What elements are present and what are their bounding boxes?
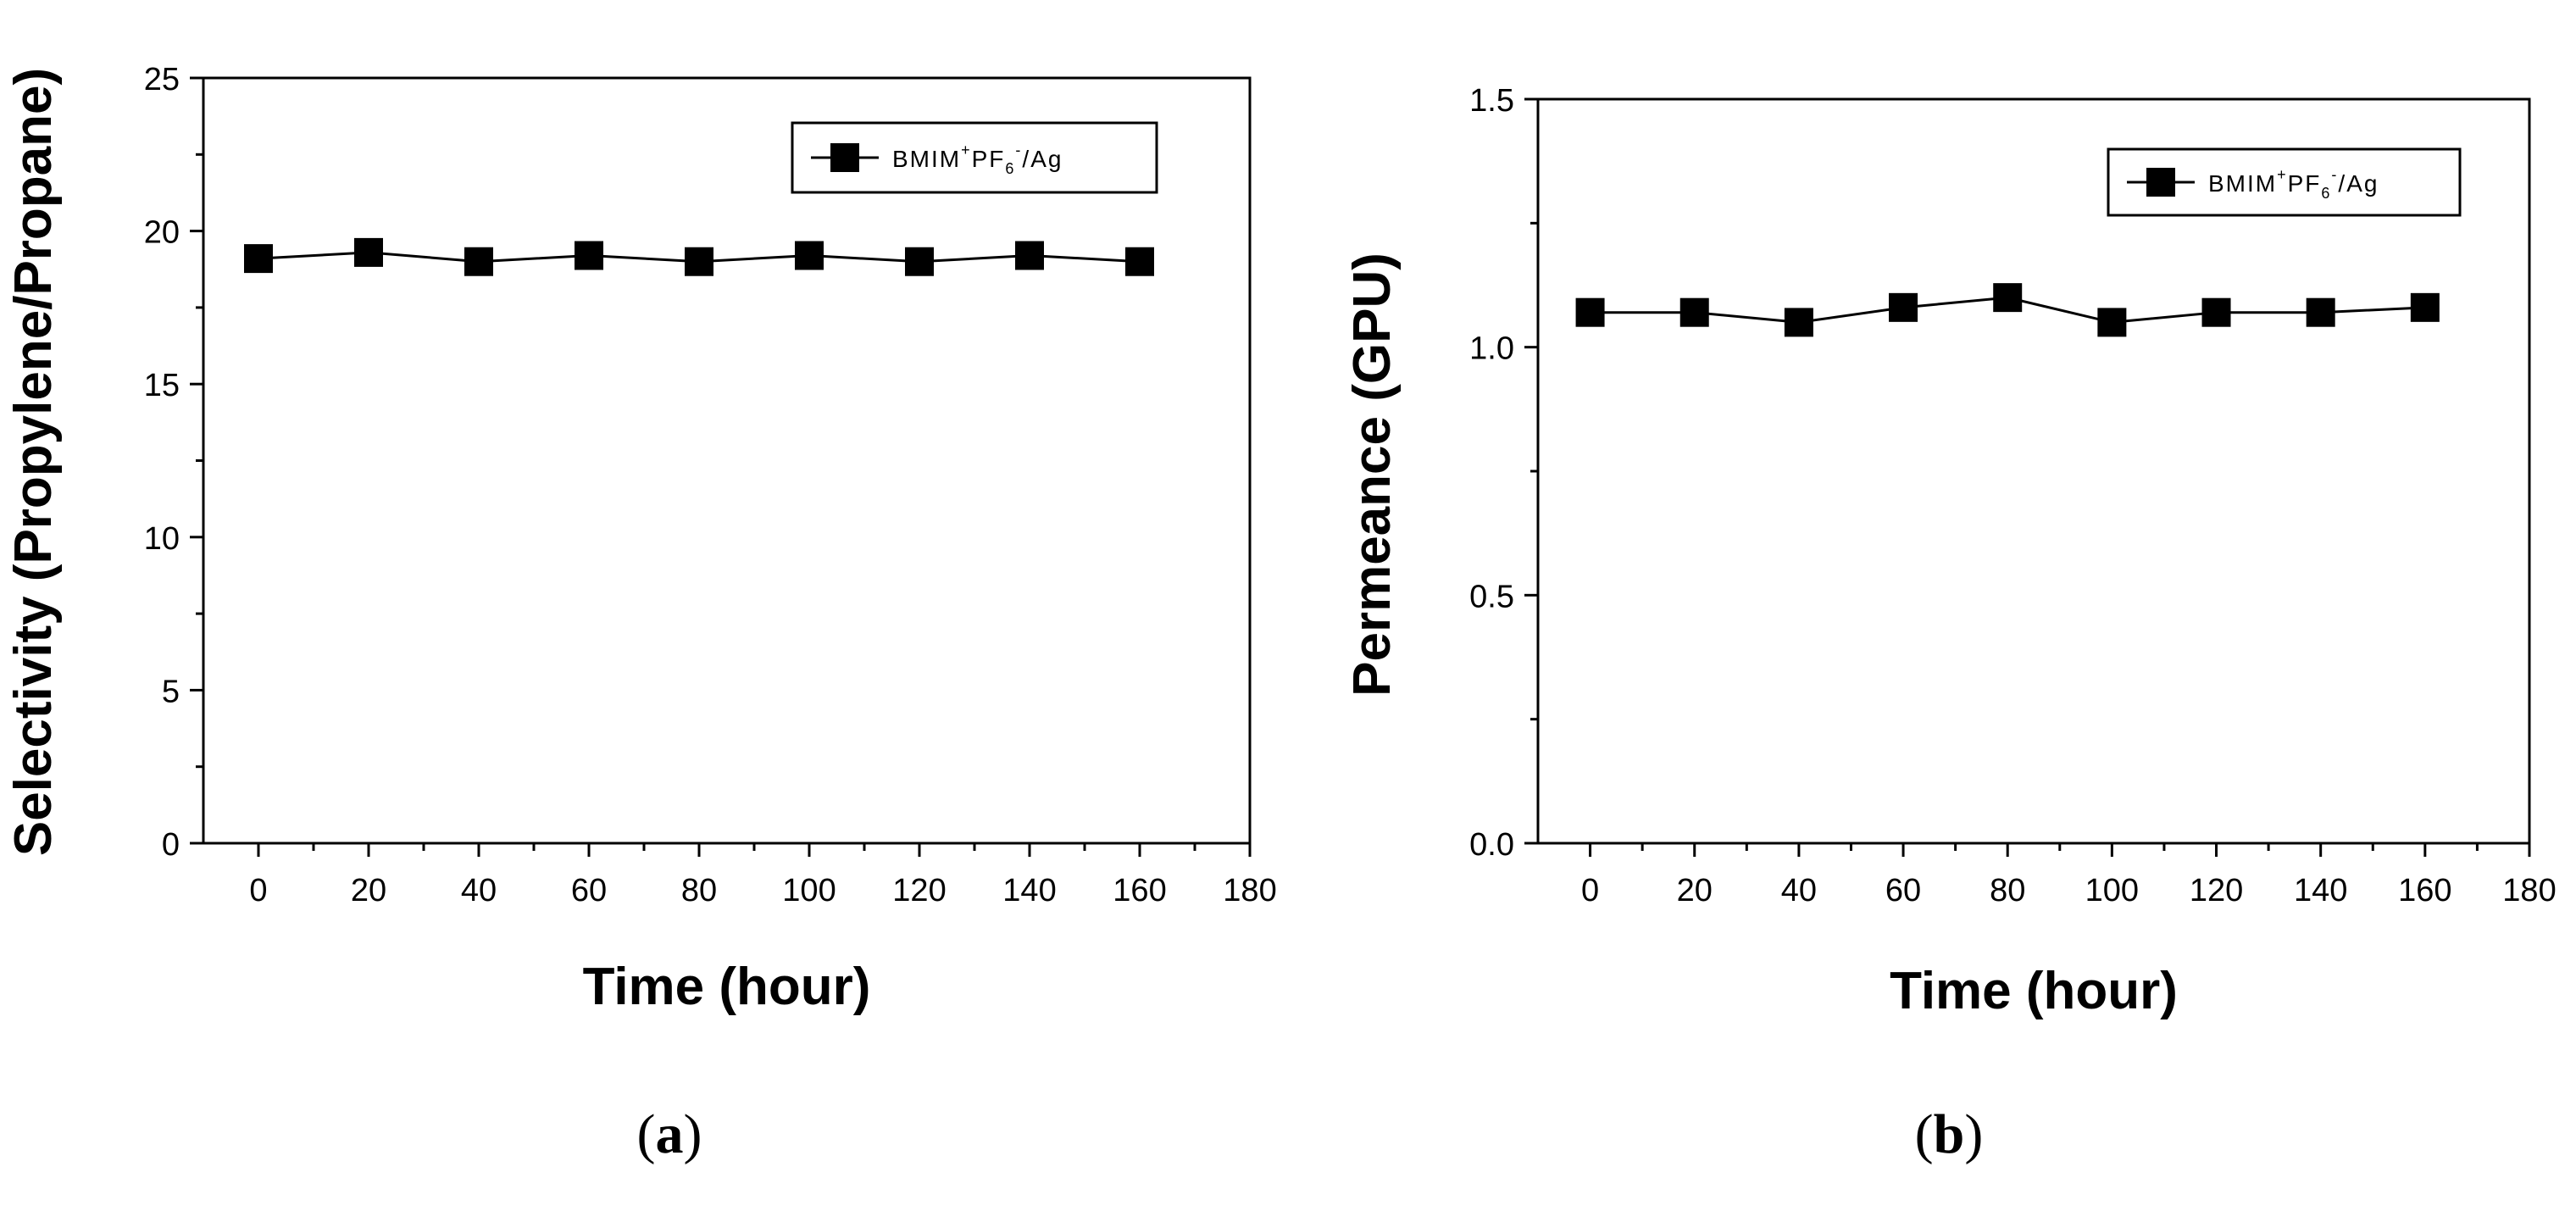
- y-tick-label: 0.0: [1469, 827, 1514, 863]
- data-point: [1125, 247, 1154, 276]
- y-tick-label: 20: [144, 215, 180, 251]
- y-tick-label: 1.5: [1469, 83, 1514, 119]
- x-tick-label: 40: [1781, 873, 1817, 908]
- data-point: [1015, 241, 1044, 270]
- legend-label: BMIM+PF6-/Ag: [2208, 166, 2379, 202]
- x-tick-label: 40: [461, 873, 497, 908]
- data-point: [244, 244, 273, 274]
- x-tick-label: 120: [2190, 873, 2243, 908]
- x-tick-label: 60: [1885, 873, 1921, 908]
- data-point: [2201, 297, 2231, 327]
- x-tick-label: 20: [351, 873, 386, 908]
- chart-panel-b: 0 20 40 60 80 100 120 140 160 180 0.0 0.5 1.0 1.5 Time…: [1343, 83, 2557, 1165]
- x-tick-label: 160: [1113, 873, 1166, 908]
- x-tick-label: 0: [249, 873, 267, 908]
- x-tick-label: 140: [2294, 873, 2347, 908]
- x-tick-label: 140: [1002, 873, 1056, 908]
- data-point: [905, 247, 934, 276]
- y-tick-label: 0.5: [1469, 579, 1514, 614]
- x-tick-label: 180: [2502, 873, 2556, 908]
- data-point: [2410, 292, 2440, 322]
- x-axis-title: Time (hour): [583, 958, 871, 1016]
- data-point: [1575, 297, 1605, 327]
- x-tick-label: 80: [681, 873, 717, 908]
- data-point: [795, 241, 824, 270]
- y-tick-label: 10: [144, 521, 180, 557]
- x-tick-label: 100: [782, 873, 836, 908]
- panel-label: (b): [1915, 1103, 1984, 1165]
- data-point: [1993, 283, 2023, 313]
- data-point: [575, 241, 603, 270]
- x-tick-label: 120: [892, 873, 946, 908]
- y-tick-label: 15: [144, 368, 180, 403]
- x-tick-label: 100: [2085, 873, 2139, 908]
- y-tick-label: 1.0: [1469, 331, 1514, 367]
- panel-label: (a): [637, 1103, 702, 1165]
- legend-label: BMIM+PF6-/Ag: [892, 142, 1063, 177]
- x-tick-label: 160: [2398, 873, 2451, 908]
- data-point: [2306, 297, 2335, 327]
- x-tick-label: 0: [1581, 873, 1599, 908]
- data-point: [464, 247, 493, 276]
- data-point: [1784, 308, 1813, 337]
- chart-panel-a: 0 20 40 60 80 100 120 140 160 180 0 5 10 15 20 25 Time (…: [4, 62, 1277, 1165]
- data-point: [2097, 308, 2127, 337]
- legend-marker: [2146, 168, 2175, 197]
- legend: BMIM+PF6-/Ag: [2107, 147, 2462, 217]
- data-point: [354, 237, 383, 267]
- x-tick-label: 20: [1677, 873, 1713, 908]
- data-point: [685, 247, 713, 276]
- x-axis-title: Time (hour): [1890, 962, 2178, 1020]
- x-tick-label: 180: [1223, 873, 1276, 908]
- legend: BMIM+PF6-/Ag: [791, 121, 1158, 194]
- data-point: [1889, 292, 1918, 322]
- x-tick-label: 80: [1990, 873, 2025, 908]
- y-tick-label: 0: [162, 827, 180, 863]
- data-point: [1679, 297, 1709, 327]
- y-axis-title: Selectivity (Propylene/Propane): [4, 68, 63, 856]
- y-tick-label: 25: [144, 62, 180, 97]
- y-tick-label: 5: [162, 674, 180, 709]
- y-axis-title: Permeance (GPU): [1343, 253, 1402, 697]
- legend-marker: [830, 143, 859, 172]
- x-tick-label: 60: [571, 873, 607, 908]
